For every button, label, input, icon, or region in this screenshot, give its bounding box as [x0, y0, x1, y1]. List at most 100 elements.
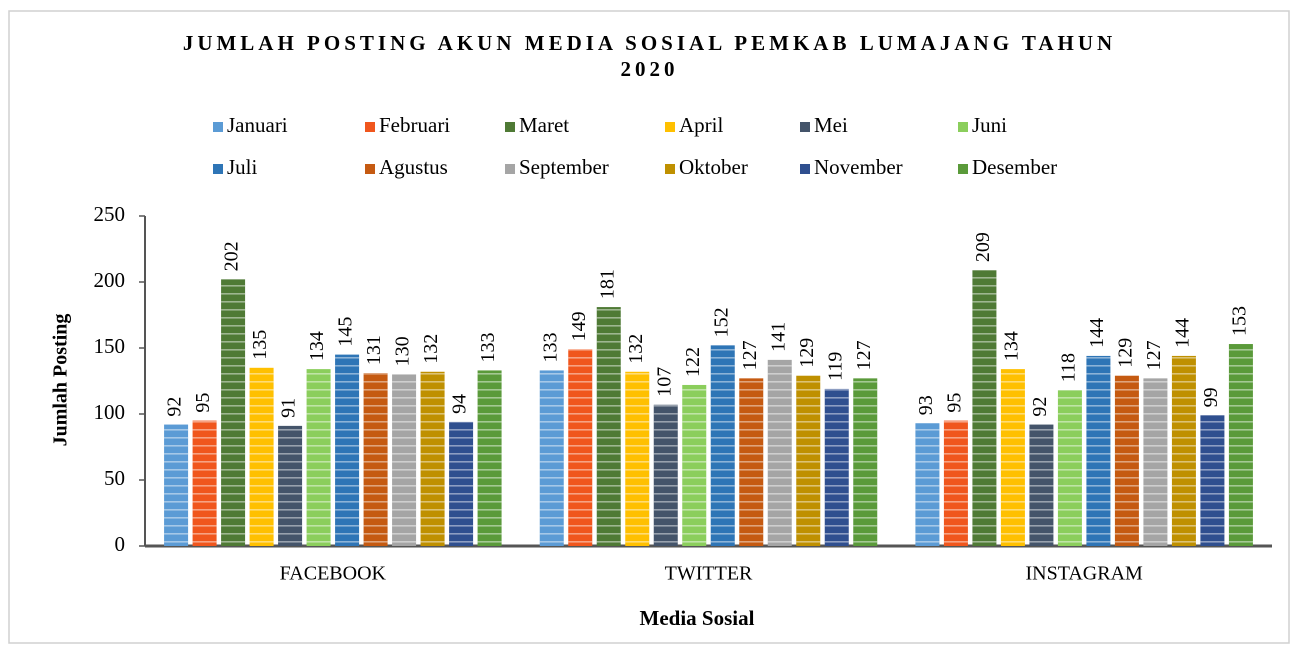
data-label: 92 — [1029, 397, 1051, 417]
bar-stripes — [1171, 355, 1196, 546]
data-label: 153 — [1229, 306, 1251, 336]
data-label: 134 — [1001, 331, 1023, 361]
data-label: 129 — [1115, 338, 1137, 368]
data-label: 132 — [625, 334, 647, 364]
bar-stripes — [1086, 355, 1111, 546]
legend-label: Januari — [227, 113, 288, 137]
bar-stripes — [767, 359, 792, 546]
y-tick-label: 150 — [94, 334, 126, 358]
x-tick-label: INSTAGRAM — [1026, 563, 1144, 585]
data-label: 92 — [164, 397, 186, 417]
bar-stripes — [449, 421, 474, 546]
legend-label: Maret — [519, 113, 569, 137]
data-label: 127 — [1143, 340, 1165, 370]
bar-stripes — [1029, 424, 1054, 546]
bar-stripes — [625, 371, 650, 546]
legend-label: November — [814, 155, 903, 179]
bar-stripes — [653, 404, 678, 546]
data-label: 94 — [449, 394, 471, 414]
y-tick-label: 100 — [94, 400, 126, 424]
chart-title: JUMLAH POSTING AKUN MEDIA SOSIAL PEMKAB … — [182, 31, 1117, 81]
data-label: 135 — [249, 330, 271, 360]
bar-stripes — [915, 423, 940, 546]
data-label: 118 — [1058, 353, 1080, 382]
bar-stripes — [824, 388, 849, 546]
legend-swatch — [365, 164, 375, 174]
x-axis-label: Media Sosial — [640, 606, 755, 630]
data-label: 131 — [363, 335, 385, 365]
bar-stripes — [943, 420, 968, 546]
data-label: 127 — [739, 340, 761, 370]
x-tick-label: FACEBOOK — [280, 563, 387, 585]
data-label: 93 — [915, 395, 937, 415]
legend-label: Juli — [227, 155, 258, 179]
bar-stripes — [739, 378, 764, 546]
bar-stripes — [278, 425, 303, 546]
legend-label: April — [679, 113, 723, 137]
bar-stripes — [306, 369, 331, 546]
y-axis-label: Jumlah Posting — [50, 314, 72, 447]
data-label: 99 — [1200, 387, 1222, 407]
data-label: 127 — [853, 340, 875, 370]
data-label: 132 — [420, 334, 442, 364]
legend-swatch — [213, 122, 223, 132]
legend-swatch — [505, 122, 515, 132]
data-label: 202 — [221, 241, 243, 271]
data-label: 133 — [477, 332, 499, 362]
y-tick-label: 200 — [94, 268, 126, 292]
bar-stripes — [392, 374, 417, 546]
bar-stripes — [539, 370, 564, 546]
bar-stripes — [1000, 369, 1025, 546]
bar-stripes — [1200, 415, 1225, 546]
bar-stripes — [568, 349, 593, 546]
data-label: 133 — [539, 332, 561, 362]
bar-stripes — [1057, 390, 1082, 546]
legend-label: Agustus — [379, 155, 448, 179]
data-label: 145 — [335, 317, 357, 347]
legend-swatch — [800, 122, 810, 132]
bar-stripes — [682, 384, 707, 546]
data-label: 122 — [682, 347, 704, 377]
legend-swatch — [505, 164, 515, 174]
data-label: 141 — [767, 322, 789, 352]
legend-swatch — [365, 122, 375, 132]
legend-swatch — [958, 122, 968, 132]
x-tick-label: TWITTER — [665, 563, 753, 585]
bar-stripes — [249, 367, 274, 546]
bar-stripes — [853, 378, 878, 546]
data-label: 181 — [596, 269, 618, 299]
bar-stripes — [710, 345, 735, 546]
bar-stripes — [164, 424, 189, 546]
bar-stripes — [1228, 344, 1253, 546]
legend-swatch — [213, 164, 223, 174]
legend-swatch — [800, 164, 810, 174]
legend-label: Mei — [814, 113, 848, 137]
bar-stripes — [335, 354, 360, 546]
data-label: 144 — [1172, 318, 1194, 348]
data-label: 129 — [796, 338, 818, 368]
data-label: 107 — [653, 367, 675, 397]
y-tick-label: 50 — [104, 466, 125, 490]
data-label: 95 — [192, 393, 214, 413]
data-label: 119 — [824, 352, 846, 381]
data-label: 152 — [710, 307, 732, 337]
data-label: 91 — [278, 398, 300, 418]
legend-label: Februari — [379, 113, 450, 137]
legend-swatch — [958, 164, 968, 174]
bar-stripes — [221, 279, 246, 546]
data-label: 134 — [306, 331, 328, 361]
bar-stripes — [972, 270, 997, 546]
bar-stripes — [192, 420, 217, 546]
legend-label: Desember — [972, 155, 1057, 179]
bar-stripes — [363, 373, 388, 546]
data-label: 130 — [392, 336, 414, 366]
bar-stripes — [1114, 375, 1139, 546]
legend-label: September — [519, 155, 609, 179]
data-label: 209 — [972, 232, 994, 262]
bar-stripes — [596, 307, 621, 546]
legend-swatch — [665, 164, 675, 174]
y-tick-label: 0 — [115, 532, 126, 556]
bar-stripes — [796, 375, 821, 546]
